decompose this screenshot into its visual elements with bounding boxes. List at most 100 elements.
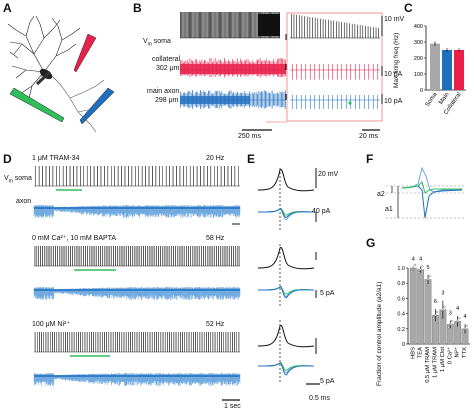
e-scale-pa-1: 40 pA bbox=[312, 208, 331, 215]
panel-g-bar-chart: 0 0.2 0.4 0.6 0.8 1.0 4 HBS 4 TEA 5 0.5 μM TRAM 6 1 … bbox=[397, 256, 470, 383]
b-vm-soma-label: Vm soma bbox=[143, 38, 171, 48]
g-n-label: 5 bbox=[427, 265, 430, 271]
c-ytick-label: 100 bbox=[414, 72, 423, 78]
panel-d-traces bbox=[33, 166, 241, 401]
g-point bbox=[443, 305, 446, 308]
g-point bbox=[428, 275, 431, 278]
g-point bbox=[419, 268, 422, 271]
panel-label-e: E bbox=[247, 152, 256, 166]
g-bar bbox=[424, 279, 432, 345]
g-category-label: HBS bbox=[410, 347, 416, 359]
g-point bbox=[456, 320, 459, 323]
d-freq-1: 20 Hz bbox=[206, 155, 225, 162]
c-bar bbox=[454, 50, 464, 90]
b-scale-time-1: 250 ms bbox=[238, 133, 261, 140]
b-scale-mv-label: 10 mV bbox=[384, 16, 405, 23]
e-scale-pa-2: 5 pA bbox=[320, 290, 335, 297]
g-point bbox=[447, 326, 450, 329]
c-category-label: Soma bbox=[425, 91, 439, 108]
panel-label-f: F bbox=[366, 152, 374, 166]
g-point bbox=[465, 324, 468, 327]
g-category-label: 1 μM TRAM bbox=[432, 347, 438, 378]
g-point bbox=[435, 310, 439, 314]
g-point bbox=[412, 266, 415, 270]
g-point bbox=[432, 317, 435, 320]
panel-label-c: C bbox=[404, 1, 413, 15]
panel-e-waveforms bbox=[257, 168, 320, 385]
d-cond-3: 100 μM Ni²⁺ bbox=[32, 321, 71, 328]
d-cond-2: 0 mM Ca²⁺, 10 mM BAPTA bbox=[32, 235, 117, 242]
d-freq-3: 52 Hz bbox=[206, 321, 225, 328]
panel-label-g: G bbox=[366, 236, 376, 250]
c-bar bbox=[442, 50, 452, 90]
g-n-label: 4 bbox=[412, 256, 415, 262]
panel-label-b: B bbox=[133, 1, 142, 15]
panel-label-a: A bbox=[3, 1, 12, 15]
g-category-label: Ni²⁺ bbox=[454, 347, 461, 357]
g-ytick-label: 0 bbox=[402, 342, 405, 348]
b-scale-pa-1-label: 10 pA bbox=[384, 71, 403, 78]
g-point bbox=[454, 323, 457, 326]
g-point bbox=[417, 271, 420, 274]
g-point bbox=[463, 327, 467, 330]
g-point bbox=[441, 308, 444, 311]
d-scale-time: 1 sec bbox=[224, 403, 241, 410]
g-n-label: 3 bbox=[441, 291, 444, 297]
panel-label-d: D bbox=[3, 152, 12, 166]
c-ytick-label: 200 bbox=[414, 56, 423, 62]
g-point bbox=[458, 317, 461, 320]
g-n-label: 4 bbox=[456, 306, 459, 312]
b-collateral-distance: 302 μm bbox=[156, 65, 180, 72]
c-ylabel: Max firing freq (Hz) bbox=[393, 32, 400, 88]
b-main-axon-label: main axon bbox=[147, 88, 180, 95]
g-ylabel: Fraction of control amplitude (a2/a1) bbox=[376, 281, 383, 386]
g-n-label: 6 bbox=[434, 299, 437, 305]
g-category-label: 0 Ca²⁺ bbox=[446, 347, 453, 364]
g-point bbox=[425, 281, 428, 284]
g-point bbox=[426, 278, 430, 281]
panel-f-schematic bbox=[386, 166, 464, 219]
g-bar bbox=[409, 267, 417, 345]
e-scale-mv: 20 mV bbox=[318, 171, 339, 178]
f-a1-label: a1 bbox=[385, 206, 393, 213]
b-scale-pa-2-label: 10 pA bbox=[384, 98, 403, 105]
c-ytick-label: 400 bbox=[414, 24, 423, 30]
g-ytick-label: 0.6 bbox=[397, 296, 405, 302]
e-scale-time: 0.5 ms bbox=[309, 395, 331, 402]
d-axon-label: axon bbox=[16, 198, 32, 205]
g-ytick-label: 0.4 bbox=[397, 312, 405, 318]
g-n-label: 3 bbox=[449, 310, 452, 316]
f-a2-label: a2 bbox=[377, 191, 385, 198]
b-scale-time-2: 20 ms bbox=[359, 133, 379, 140]
g-category-label: TTX bbox=[462, 347, 468, 358]
g-point bbox=[434, 314, 437, 317]
g-point bbox=[413, 263, 416, 267]
c-bar bbox=[430, 43, 440, 90]
d-vm-soma-label: Vm soma bbox=[4, 175, 32, 185]
g-n-label: 4 bbox=[419, 256, 422, 262]
c-ytick-label: 300 bbox=[414, 40, 423, 46]
g-ytick-label: 0.2 bbox=[397, 327, 405, 333]
d-cond-1: 1 μM TRAM-34 bbox=[32, 155, 80, 162]
e-scale-pa-3: 5 pA bbox=[320, 378, 335, 385]
g-category-label: 1 μM Clot bbox=[440, 347, 446, 372]
g-point bbox=[462, 330, 465, 333]
g-point bbox=[410, 269, 413, 273]
neuron-morphology bbox=[7, 15, 115, 133]
g-category-label: 0.5 μM TRAM bbox=[425, 347, 431, 383]
g-point bbox=[421, 265, 424, 268]
b-main-axon-distance: 298 μm bbox=[155, 97, 179, 104]
d-freq-2: 58 Hz bbox=[206, 235, 225, 242]
g-ytick-label: 1.0 bbox=[397, 266, 405, 272]
g-n-label: 4 bbox=[464, 314, 467, 320]
g-point bbox=[449, 323, 452, 326]
panel-b-traces bbox=[180, 12, 383, 131]
g-point bbox=[450, 320, 453, 323]
g-bar bbox=[417, 269, 425, 345]
b-collateral-label: collateral bbox=[152, 56, 181, 63]
g-point bbox=[439, 311, 443, 314]
g-category-label: TEA bbox=[418, 347, 424, 358]
c-ytick-label: 0 bbox=[420, 88, 423, 94]
g-ytick-label: 0.8 bbox=[397, 281, 405, 287]
